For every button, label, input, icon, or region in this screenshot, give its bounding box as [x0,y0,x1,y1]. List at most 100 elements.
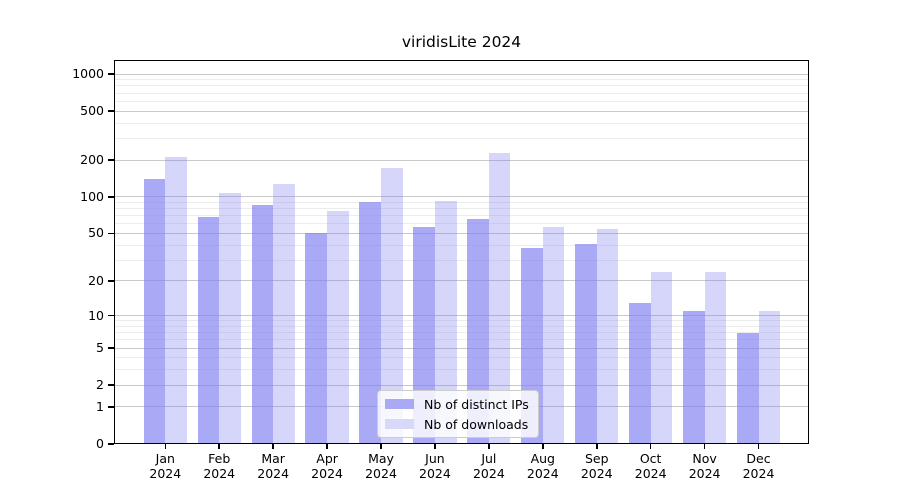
x-tick-mark [542,444,544,449]
grid-line-major [114,347,809,349]
y-tick-label: 10 [88,307,104,323]
bar-downloads-mar [273,183,295,444]
x-tick-mark [164,444,167,449]
x-tick-label-year: 2024 [365,465,397,481]
y-tick-label: 50 [88,225,104,241]
x-tick-label-month: Apr [316,451,338,466]
y-tick-mark [108,196,114,198]
bar-downloads-aug [542,226,565,444]
bar-distinct-ips-feb [197,217,220,444]
grid-line-major [114,110,809,112]
x-tick-label: Nov 2024 [674,451,736,481]
legend-item-distinct-ips: Nb of distinct IPs [385,396,529,412]
x-tick-label-year: 2024 [149,465,182,481]
bar-downloads-apr [327,210,349,444]
grid-line-minor [114,223,809,225]
y-tick-label: 100 [80,188,104,204]
x-tick-mark [757,444,760,449]
x-tick-label: Apr 2024 [296,451,358,481]
bar-downloads-dec [758,310,781,444]
x-tick-label: Dec 2024 [728,451,790,481]
grid-line-major [114,73,809,75]
bar-distinct-ips-may [359,202,381,444]
grid-line-minor [114,320,809,322]
x-tick-label-month: Mar [261,451,285,466]
x-tick-mark [218,444,221,449]
y-tick-mark [108,73,114,75]
grid-line-major [114,315,809,317]
y-tick-label: 1 [96,398,104,414]
y-tick-label: 1000 [72,66,104,82]
x-tick-label-month: Jun [425,451,445,466]
y-tick-mark [108,232,114,235]
x-tick-label: Oct 2024 [620,451,682,481]
plot-area: Nb of distinct IPs Nb of downloads [114,60,809,444]
bar-distinct-ips-dec [736,332,759,444]
legend: Nb of distinct IPs Nb of downloads [377,390,539,438]
x-tick-label: Jun 2024 [404,451,466,481]
legend-item-downloads: Nb of downloads [385,416,529,432]
grid-line-minor [114,244,809,246]
grid-line-minor [114,79,809,81]
grid-line-minor [114,339,809,341]
bar-distinct-ips-oct [629,302,651,444]
grid-line-major [114,280,809,282]
x-tick-label: Aug 2024 [512,451,574,481]
grid-line-minor [114,122,809,124]
y-tick-mark [108,347,114,349]
y-tick-mark [108,110,114,112]
x-tick-mark [434,444,436,449]
grid-line-minor [114,259,809,261]
x-tick-label-year: 2024 [203,465,236,481]
x-tick-label: May 2024 [350,451,412,481]
x-tick-label-month: Aug [530,451,555,466]
x-tick-label-year: 2024 [311,465,343,481]
bar-distinct-ips-sep [575,243,597,444]
y-tick-label: 2 [96,377,104,393]
y-tick-label: 200 [80,152,104,168]
grid-line-minor [114,325,809,327]
x-tick-label-month: May [368,451,394,466]
x-tick-label: Sep 2024 [566,451,628,481]
y-tick-mark [108,384,114,386]
legend-swatch-distinct-ips [385,399,414,409]
grid-line-minor [114,137,809,139]
x-tick-mark [272,444,274,449]
bar-downloads-may [381,168,403,444]
y-tick-label: 0 [96,436,104,451]
grid-line-minor [114,92,809,94]
x-tick-label-month: Jan [155,451,175,466]
x-tick-mark [326,444,328,449]
x-tick-label-year: 2024 [472,465,505,481]
x-tick-label-year: 2024 [526,465,559,481]
x-tick-label-year: 2024 [580,465,613,481]
bar-distinct-ips-apr [305,233,328,444]
x-tick-label-year: 2024 [634,465,667,481]
x-tick-mark [703,444,706,449]
bar-distinct-ips-jul [467,218,489,444]
grid-line-major [114,232,809,234]
grid-line-minor [114,201,809,203]
x-tick-label-month: Dec [746,451,771,466]
bar-distinct-ips-mar [251,205,274,444]
x-tick-label-month: Jul [481,451,497,466]
grid-line-major [114,159,809,161]
y-tick-mark [108,443,114,445]
legend-label-distinct-ips: Nb of distinct IPs [424,396,529,412]
grid-line-minor [114,369,809,371]
bar-downloads-feb [219,192,241,444]
y-tick-mark [108,159,114,161]
bar-distinct-ips-jan [143,179,166,444]
x-tick-label-month: Feb [208,451,231,466]
legend-label-downloads: Nb of downloads [424,416,529,432]
grid-line-major [114,196,809,198]
chart-title: viridisLite 2024 [401,33,522,51]
grid-line-minor [114,100,809,102]
x-tick-label-month: Sep [584,451,609,466]
x-tick-label: Jan 2024 [134,451,196,481]
bar-downloads-jul [488,153,511,444]
grid-line-major [114,384,809,386]
x-tick-mark [595,444,598,449]
y-tick-label: 500 [80,103,104,119]
